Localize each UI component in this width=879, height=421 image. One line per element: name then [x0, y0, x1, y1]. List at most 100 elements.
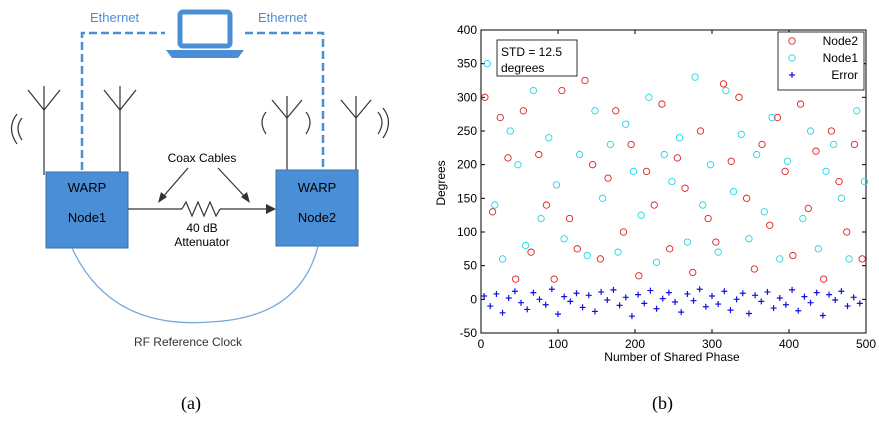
node2-point	[542, 201, 551, 209]
node2-point	[835, 177, 843, 186]
node2-point	[627, 140, 635, 149]
error-point	[715, 301, 722, 308]
node1-point	[560, 235, 568, 243]
node2-point	[635, 272, 643, 280]
node2-point	[565, 214, 574, 223]
error-point	[573, 290, 580, 297]
node1-point	[676, 134, 684, 142]
node2-point	[665, 245, 674, 253]
node2-point	[673, 154, 682, 162]
node1-point	[683, 238, 692, 246]
error-point	[832, 297, 839, 304]
error-point	[739, 290, 746, 297]
node2-point	[550, 275, 558, 283]
error-point	[690, 297, 697, 304]
node1-point	[806, 127, 815, 135]
node1-point	[545, 134, 553, 142]
node1-brand: WARP	[68, 180, 107, 195]
antenna-icon	[340, 96, 390, 172]
coax-label: Coax Cables	[168, 151, 237, 165]
error-point	[628, 313, 635, 320]
node1-point	[637, 211, 645, 219]
error-point	[758, 298, 765, 305]
error-point	[795, 307, 802, 314]
error-point	[499, 309, 506, 316]
node1-point	[491, 201, 499, 209]
error-point	[622, 294, 629, 301]
node1-point	[768, 113, 776, 122]
error-point	[764, 288, 771, 295]
error-point	[653, 305, 660, 312]
error-point	[493, 290, 500, 297]
node2-point	[504, 154, 512, 162]
error-point	[770, 305, 777, 312]
ethernet-label-right: Ethernet	[258, 10, 308, 25]
attenuator-resistor	[128, 200, 268, 218]
node1-point	[729, 187, 738, 196]
x-tick-label: 0	[478, 337, 485, 351]
legend-entry: Node1	[823, 51, 859, 65]
error-point	[524, 306, 531, 313]
node2-point	[704, 214, 712, 223]
attenuator-label: Attenuator	[174, 235, 229, 249]
node2-point	[735, 93, 743, 101]
rf-clock-line	[71, 245, 319, 324]
error-point	[826, 291, 833, 298]
x-tick-label: 200	[625, 337, 645, 351]
y-tick-label: 50	[464, 259, 478, 273]
arrow-head	[241, 192, 250, 203]
node2-point	[650, 201, 658, 209]
node2-point	[781, 167, 789, 176]
error-point	[610, 286, 617, 293]
node2-point	[766, 221, 774, 229]
error-point	[567, 298, 574, 305]
node1-point	[606, 140, 615, 149]
error-point	[702, 303, 709, 310]
node2-point	[727, 157, 735, 165]
std-annotation: STD = 12.5 degrees	[496, 39, 578, 77]
y-tick-label: 350	[457, 57, 477, 71]
error-point	[604, 297, 611, 304]
error-point	[530, 289, 537, 296]
legend-entry: Error	[831, 68, 858, 82]
clock-label: RF Reference Clock	[134, 335, 243, 349]
scatter-chart: 0 100 200 300 400 500 -50 0 50 100 150 200 250 300 35…	[425, 0, 879, 380]
x-axis-label: Number of Shared Phase	[604, 350, 740, 364]
error-point	[555, 311, 561, 318]
system-diagram: Ethernet Ethernet WARP Node1 WARP Node2 …	[0, 0, 420, 400]
error-point	[579, 304, 586, 311]
x-tick-label: 100	[548, 337, 568, 351]
y-tick-label: 300	[457, 90, 477, 104]
node1-point	[814, 245, 822, 253]
error-point	[684, 290, 691, 297]
legend: Node2 Node1 Error	[777, 31, 865, 91]
node2-box	[275, 169, 359, 247]
node1-box	[45, 171, 129, 249]
arrow-head	[266, 204, 276, 214]
node1-point	[506, 127, 514, 135]
node2-name: Node2	[298, 210, 336, 225]
node1-point	[706, 161, 715, 169]
std-line-1: STD = 12.5	[501, 45, 562, 59]
node2-point	[642, 167, 651, 176]
node1-point	[645, 93, 653, 101]
node1-point	[699, 201, 707, 209]
legend-marker	[788, 37, 796, 45]
error-point	[505, 294, 512, 301]
node1-point	[714, 248, 722, 256]
error-point	[659, 295, 666, 302]
node1-point	[830, 140, 838, 149]
chart-svg: 0 100 200 300 400 500 -5005010015020025030035…	[434, 23, 876, 364]
error-point	[585, 292, 592, 299]
error-point	[487, 303, 494, 310]
error-point	[561, 293, 568, 300]
node2-point	[719, 80, 728, 88]
node2-point	[843, 228, 851, 236]
node1-point	[745, 235, 753, 243]
node1-name: Node1	[68, 210, 106, 225]
error-point	[819, 312, 826, 319]
node2-point	[689, 268, 697, 277]
node1-point	[552, 181, 561, 189]
error-point	[801, 293, 808, 300]
node1-point	[860, 177, 869, 186]
